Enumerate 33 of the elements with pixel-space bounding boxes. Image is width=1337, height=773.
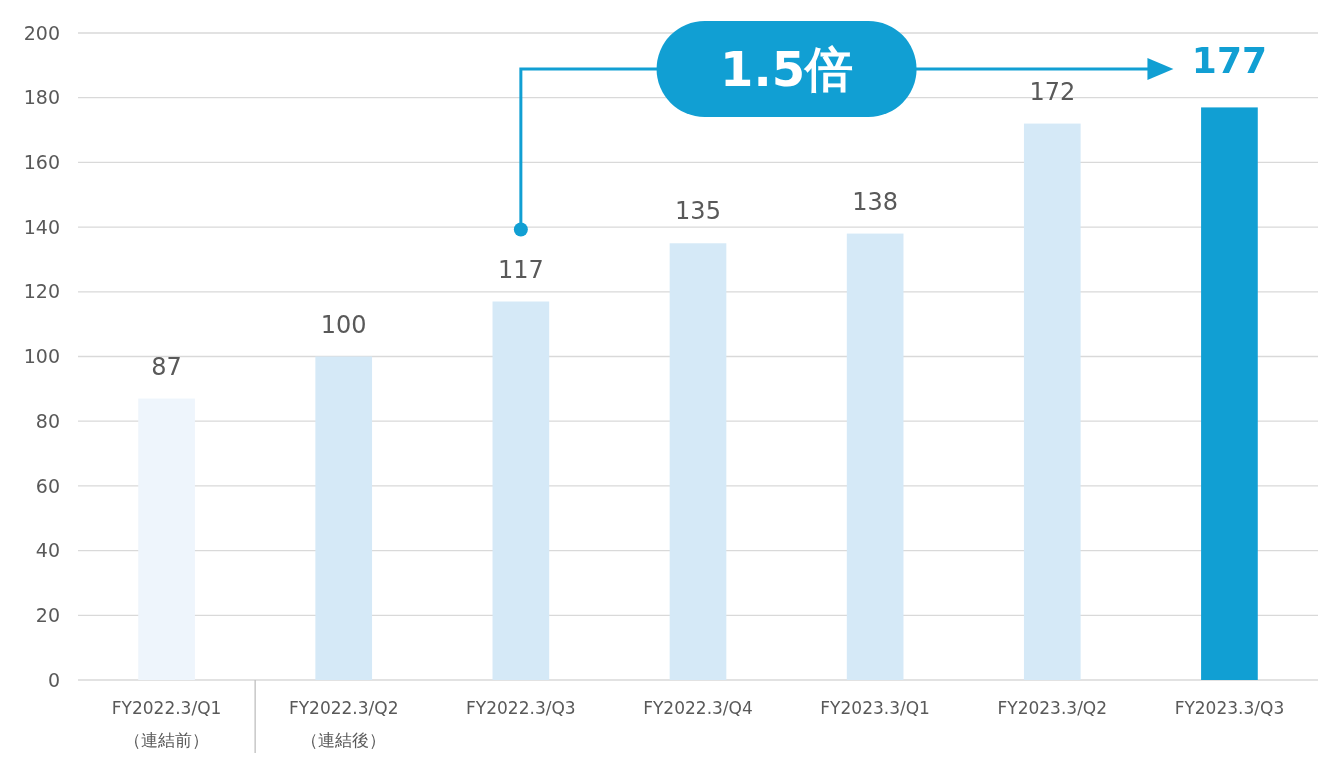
bar bbox=[846, 233, 904, 680]
bar bbox=[138, 398, 195, 680]
x-tick-label: FY2023.3/Q1 bbox=[820, 698, 930, 718]
bar bbox=[315, 356, 373, 680]
data-label: 117 bbox=[497, 255, 544, 284]
x-tick-label: FY2022.3/Q3 bbox=[466, 698, 576, 718]
data-label: 100 bbox=[320, 310, 367, 339]
bar bbox=[1201, 107, 1258, 680]
data-label: 172 bbox=[1029, 77, 1076, 106]
y-tick-label: 40 bbox=[35, 539, 60, 562]
bar bbox=[669, 243, 727, 680]
data-label: 138 bbox=[852, 187, 899, 216]
data-label: 87 bbox=[151, 352, 182, 381]
y-tick-label: 120 bbox=[23, 280, 60, 303]
x-tick-label: FY2023.3/Q2 bbox=[997, 698, 1108, 718]
bar bbox=[1023, 123, 1081, 680]
y-tick-label: 80 bbox=[35, 409, 60, 432]
y-tick-label: 140 bbox=[23, 215, 60, 238]
bar bbox=[492, 301, 550, 680]
y-tick-label: 20 bbox=[35, 603, 60, 626]
data-label: 177 bbox=[1191, 40, 1268, 82]
annotation: 1.5倍 bbox=[720, 40, 854, 97]
x-tick-label: FY2022.3/Q1 （連結前） bbox=[111, 698, 222, 750]
x-tick-label: FY2022.3/Q2 （連結後） bbox=[288, 698, 399, 750]
x-tick-label: FY2022.3/Q4 bbox=[643, 698, 753, 718]
y-tick-label: 160 bbox=[23, 151, 60, 174]
data-label: 135 bbox=[675, 197, 721, 226]
y-tick-label: 60 bbox=[35, 474, 60, 497]
y-tick-label: 100 bbox=[23, 345, 60, 368]
y-tick-label: 180 bbox=[23, 86, 60, 109]
y-tick-label: 0 bbox=[47, 668, 60, 691]
y-tick-label: 200 bbox=[23, 21, 60, 44]
x-tick-label: FY2023.3/Q3 bbox=[1174, 698, 1285, 718]
